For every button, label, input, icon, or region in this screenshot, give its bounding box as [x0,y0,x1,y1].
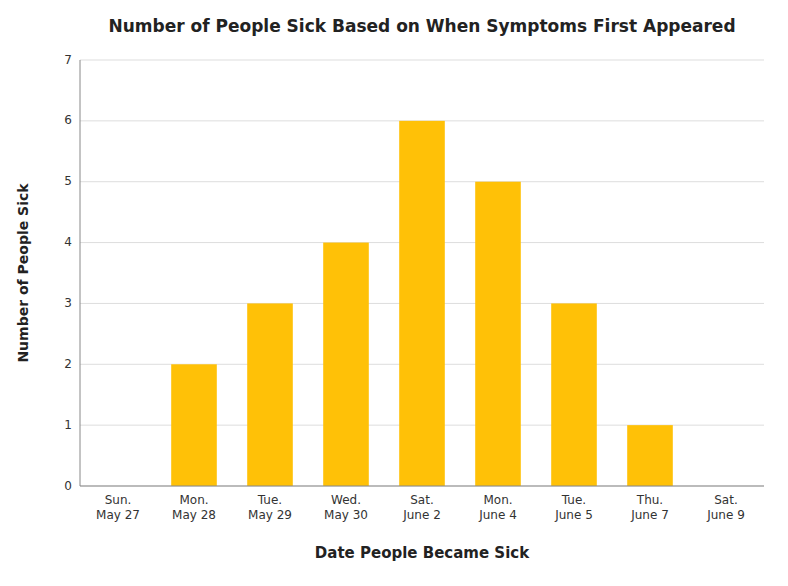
y-tick-label: 1 [64,418,72,432]
x-ticks: Sun.May 27 Mon.May 28 Tue.May 29 Wed.May 30… [96,493,745,522]
x-axis-line [80,486,764,487]
bar [247,303,293,486]
x-tick-label: Mon.June 4 [478,493,517,522]
background [0,0,788,586]
x-tick-label: Sat.June 9 [706,493,745,522]
grid-line [80,486,764,487]
x-tick-label: Wed.May 30 [324,493,368,522]
chart-svg: 0 1 2 3 4 5 6 7 Sun.May 27 Mon.May 28 Tue.May 29 We… [0,0,788,586]
bars [171,121,673,486]
y-tick-label: 0 [64,479,72,493]
y-ticks: 0 1 2 3 4 5 6 7 [64,53,72,493]
x-tick-label: Sun.May 27 [96,493,140,522]
bar [399,121,445,486]
x-tick-label: Tue.June 5 [554,493,593,522]
chart-container: 0 1 2 3 4 5 6 7 Sun.May 27 Mon.May 28 Tue.May 29 We… [0,0,788,586]
y-tick-label: 7 [64,53,72,67]
x-tick-label: Sat.June 2 [402,493,441,522]
x-tick-label: Mon.May 28 [172,493,216,522]
x-tick-label: Thu.June 7 [630,493,669,522]
y-tick-label: 6 [64,113,72,127]
bar [627,425,673,486]
bar [323,243,369,486]
y-tick-label: 2 [64,357,72,371]
y-axis-line [80,60,81,486]
y-tick-label: 4 [64,235,72,249]
y-grid [80,60,764,486]
title: Number of People Sick Based on When Symp… [108,16,735,36]
y-tick-label: 5 [64,174,72,188]
y-tick-label: 3 [64,296,72,310]
y-axis-label: Number of People Sick [15,183,31,363]
x-tick-label: Tue.May 29 [248,493,292,522]
x-axis-label: Date People Became Sick [315,544,530,562]
bar [171,364,217,486]
bar [475,182,521,486]
grid-line [80,60,764,61]
bar [551,303,597,486]
